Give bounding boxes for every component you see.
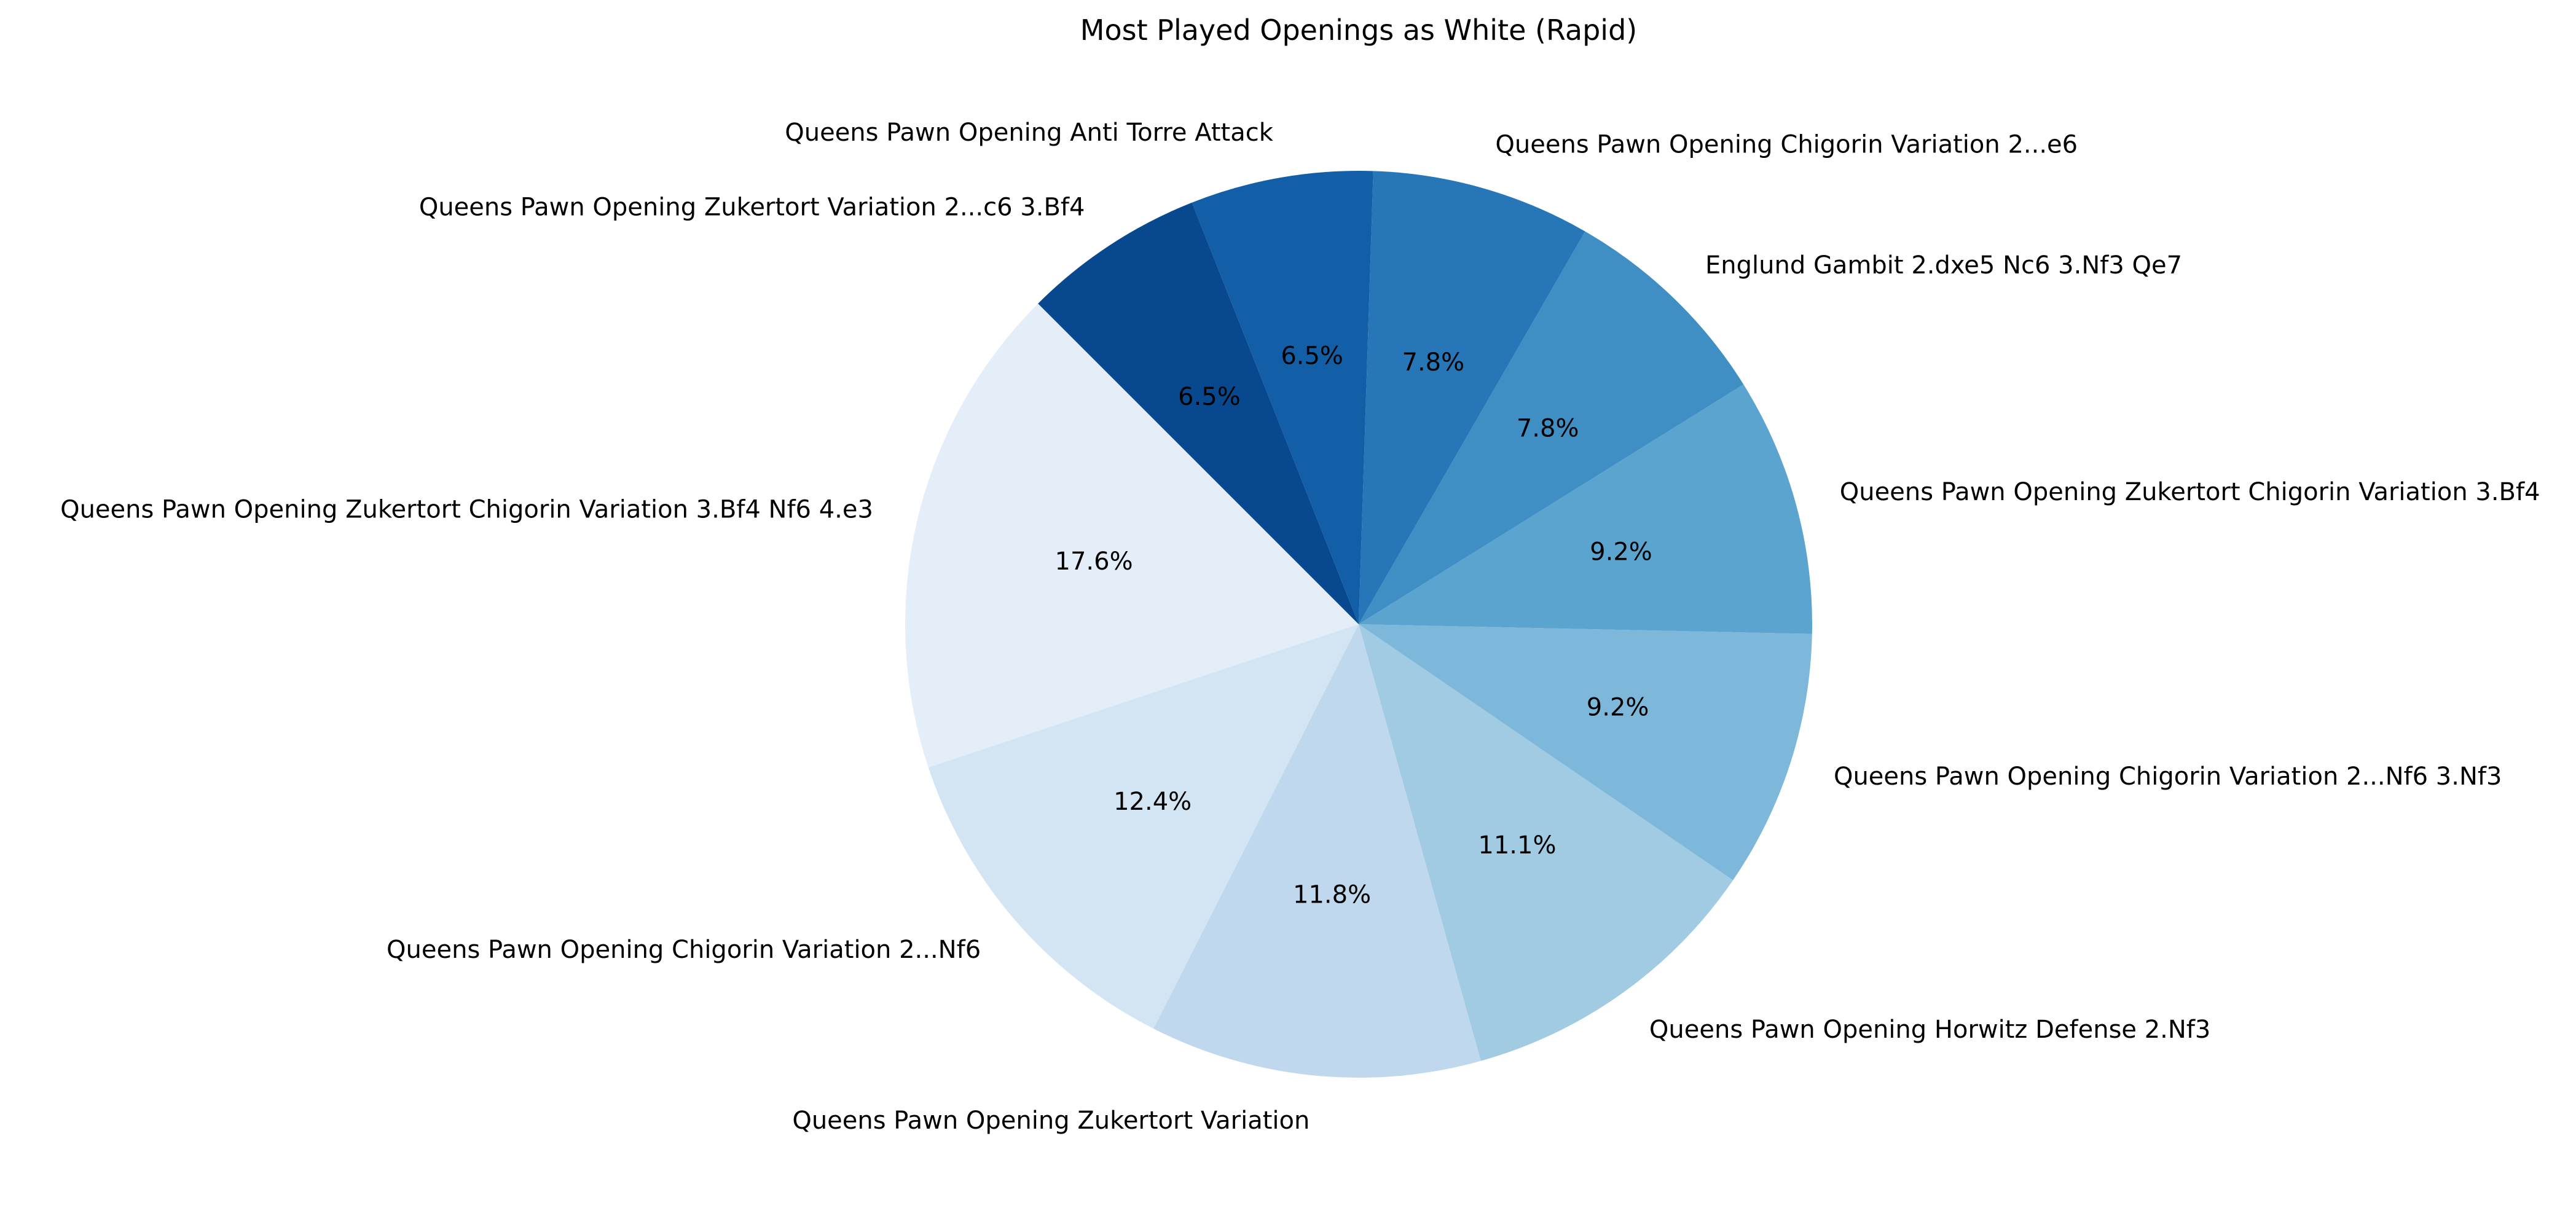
- slice-label: Englund Gambit 2.dxe5 Nc6 3.Nf3 Qe7: [1705, 251, 2182, 280]
- slice-label: Queens Pawn Opening Zukertort Chigorin V…: [1840, 478, 2540, 506]
- percent-label: 7.8%: [1517, 415, 1579, 443]
- pie-slice: [1038, 202, 1359, 624]
- percent-label: 12.4%: [1113, 788, 1192, 816]
- percent-label: 7.8%: [1402, 348, 1465, 377]
- pie-slice: [1359, 624, 1812, 880]
- slice-label: Queens Pawn Opening Chigorin Variation 2…: [1834, 762, 2502, 791]
- slice-label: Queens Pawn Opening Zukertort Chigorin V…: [60, 495, 873, 523]
- percent-label: 6.5%: [1281, 342, 1343, 370]
- pie-slice: [1359, 171, 1585, 624]
- percent-label: 17.6%: [1055, 547, 1133, 576]
- pie-slices: [905, 171, 1813, 1078]
- pie-slice: [1359, 231, 1744, 624]
- slice-label: Queens Pawn Opening Chigorin Variation 2…: [1495, 130, 2078, 159]
- pie-slice: [1192, 171, 1373, 624]
- percent-label: 11.8%: [1293, 881, 1371, 909]
- percent-label: 9.2%: [1590, 538, 1652, 566]
- percent-label: 9.2%: [1587, 693, 1649, 721]
- pie-slice: [1359, 624, 1734, 1061]
- slice-labels: Queens Pawn Opening Zukertort Chigorin V…: [60, 119, 2540, 1135]
- slice-label: Queens Pawn Opening Chigorin Variation 2…: [387, 936, 981, 964]
- percent-label: 11.1%: [1478, 831, 1556, 860]
- pie-slice: [1359, 384, 1813, 634]
- pie-slice: [1153, 624, 1481, 1078]
- pie-slice: [905, 304, 1359, 768]
- percent-label: 6.5%: [1178, 383, 1241, 411]
- slice-label: Queens Pawn Opening Anti Torre Attack: [785, 119, 1273, 147]
- slice-label: Queens Pawn Opening Zukertort Variation: [792, 1107, 1310, 1135]
- chart-title: Most Played Openings as White (Rapid): [1080, 14, 1637, 47]
- percent-labels: 17.6% 12.4% 11.8% 11.1% 9.2% 9.2% 7.8% 7.8% 6.5%…: [1055, 342, 1652, 909]
- slice-label: Queens Pawn Opening Zukertort Variation …: [419, 193, 1085, 221]
- pie-slice: [928, 624, 1359, 1029]
- slice-label: Queens Pawn Opening Horwitz Defense 2.Nf…: [1649, 1016, 2210, 1044]
